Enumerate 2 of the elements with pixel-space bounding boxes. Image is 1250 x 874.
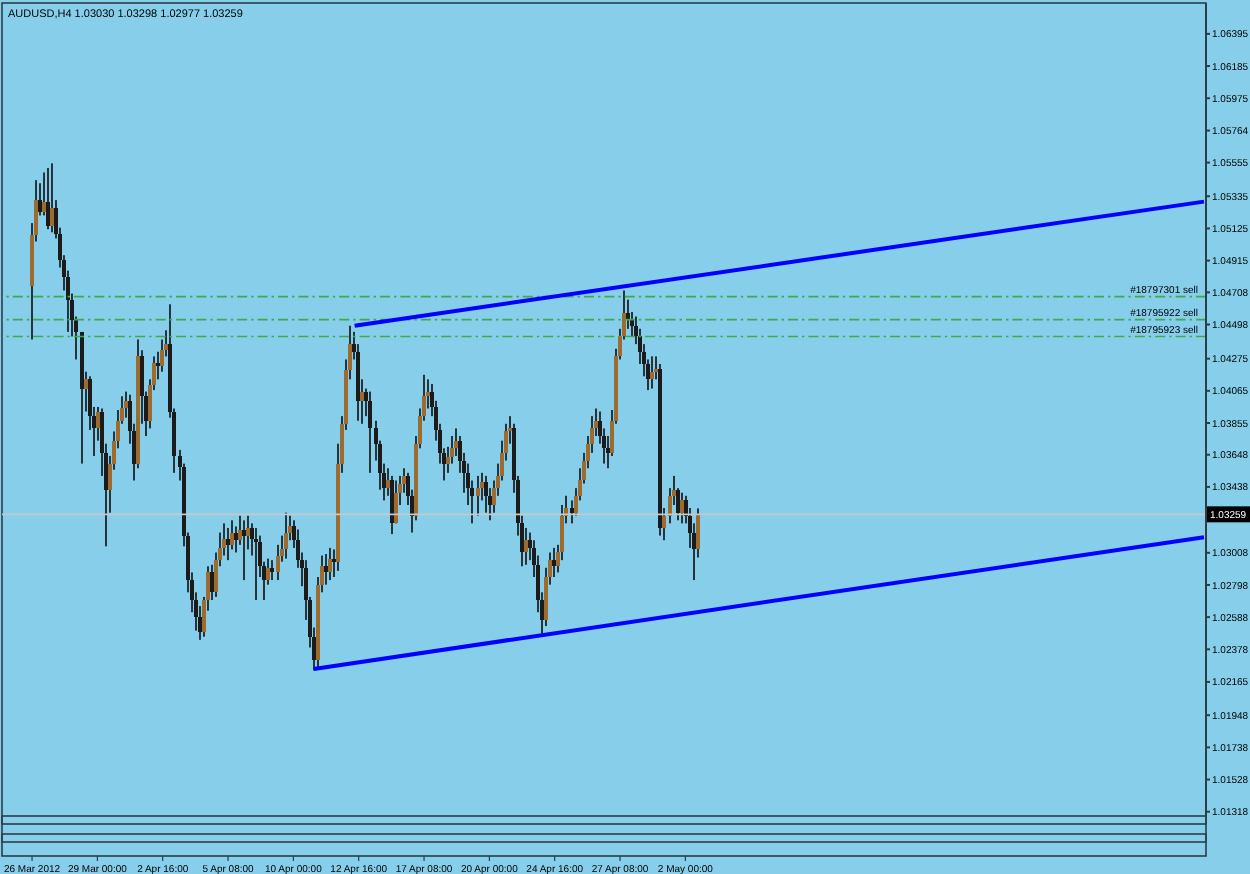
candlestick bbox=[254, 527, 258, 600]
candlestick bbox=[242, 520, 246, 581]
